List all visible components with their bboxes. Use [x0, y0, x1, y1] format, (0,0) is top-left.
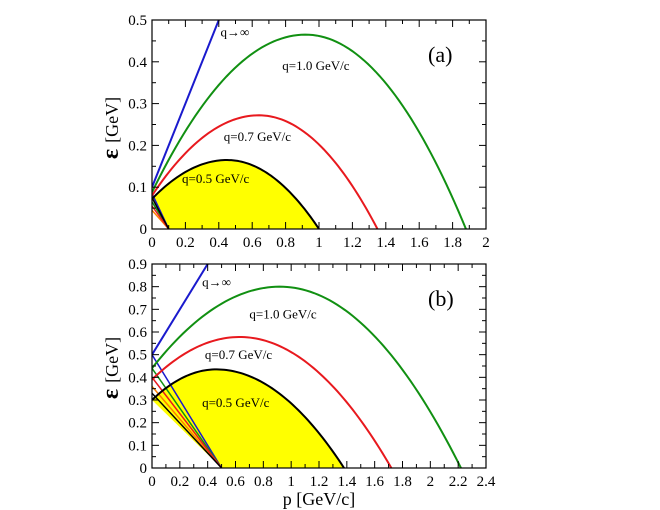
y-tick-label: 0: [140, 461, 148, 477]
y-tick-label: 0.8: [128, 280, 147, 296]
x-tick-label: 0.4: [198, 474, 217, 490]
panel-a: 0 0.2 0.4 0.6 0.8 1 1.2 1.4 1.6 1.8 2 0 0.1 0.2 0.3 0.4…: [98, 13, 490, 251]
y-tick-label: 0.4: [128, 55, 147, 71]
series-label-1: q=0.7 GeV/c: [205, 347, 272, 362]
series-label-1: q=0.7 GeV/c: [224, 129, 291, 144]
x-tick-label: 2: [427, 474, 435, 490]
x-tick-label: 0.2: [176, 235, 195, 251]
x-tick-label: 2.4: [477, 474, 496, 490]
x-tick-label: 1.2: [310, 474, 329, 490]
x-tick-label: 1.8: [443, 235, 462, 251]
plot-area: [152, 20, 467, 229]
series-label-2: q=1.0 GeV/c: [282, 58, 349, 73]
x-tick-label: 1: [287, 474, 295, 490]
fan-line-1: [152, 354, 223, 468]
series-label-3: q→∞: [220, 25, 249, 40]
y-tick-label: 0.4: [128, 370, 147, 386]
series-line-1: [152, 114, 379, 229]
x-tick-label: 0.6: [243, 235, 262, 251]
y-axis-label: ε [GeV]: [98, 337, 124, 399]
x-tick-label: 2: [482, 235, 490, 251]
y-tick-label: 0: [140, 222, 148, 238]
y-tick-label: 0.9: [128, 257, 147, 273]
series-line-3: [152, 20, 220, 188]
y-tick-label: 0.1: [128, 438, 147, 454]
series-label-0: q=0.5 GeV/c: [182, 171, 249, 186]
fan-line-3: [152, 376, 223, 468]
series-line-3: [152, 264, 209, 356]
x-tick-label: 1.4: [376, 235, 395, 251]
x-tick-label: 0.6: [226, 474, 245, 490]
y-tick-label: 0.1: [128, 180, 147, 196]
y-axis-label: ε [GeV]: [98, 97, 124, 159]
panel-tag: (a): [428, 42, 452, 67]
series-fill-0: [152, 369, 345, 468]
y-tick-label: 0.6: [128, 325, 147, 341]
y-tick-label: 0.7: [128, 302, 147, 318]
series-label-3: q→∞: [202, 275, 231, 290]
x-tick-label: 1.6: [410, 235, 429, 251]
x-tick-label: 1.4: [337, 474, 356, 490]
x-tick-label: 0.8: [254, 474, 273, 490]
series-line-2: [152, 33, 467, 229]
fan-line-0: [152, 385, 223, 468]
x-tick-label: 0: [148, 474, 156, 490]
y-tick-label: 0.3: [128, 393, 147, 409]
series-label-2: q=1.0 GeV/c: [249, 306, 316, 321]
series-line-0: [152, 368, 345, 468]
x-axis-label: p [GeV/c]: [283, 489, 355, 509]
y-tick-label: 0.2: [128, 138, 147, 154]
series-label-0: q=0.5 GeV/c: [202, 395, 269, 410]
fan-line-4: [152, 197, 170, 229]
fan-line-2: [152, 367, 223, 468]
x-tick-label: 0.2: [170, 474, 189, 490]
panel-b: 0 0.2 0.4 0.6 0.8 1 1.2 1.4 1.6 1.8 2 2.2 2.4 0 0.1 0.2…: [98, 257, 496, 509]
series-line-1: [152, 335, 393, 468]
fan-line-4: [152, 392, 223, 468]
x-tick-label: 0.8: [276, 235, 295, 251]
series-line-2: [152, 285, 462, 468]
x-tick-label: 2.2: [449, 474, 468, 490]
x-tick-label: 1.2: [343, 235, 362, 251]
y-tick-label: 0.2: [128, 416, 147, 432]
y-tick-label: 0.3: [128, 97, 147, 113]
panel-tag: (b): [428, 286, 454, 311]
x-tick-label: 0.4: [209, 235, 228, 251]
x-tick-label: 0: [148, 235, 156, 251]
y-tick-label: 0.5: [128, 13, 147, 29]
series-line-0: [152, 159, 320, 229]
series-fill-0: [152, 160, 319, 229]
x-tick-label: 1: [315, 235, 323, 251]
y-tick-label: 0.5: [128, 348, 147, 364]
x-tick-label: 1.8: [393, 474, 412, 490]
plot-area: [152, 264, 462, 468]
x-tick-label: 1.6: [365, 474, 384, 490]
